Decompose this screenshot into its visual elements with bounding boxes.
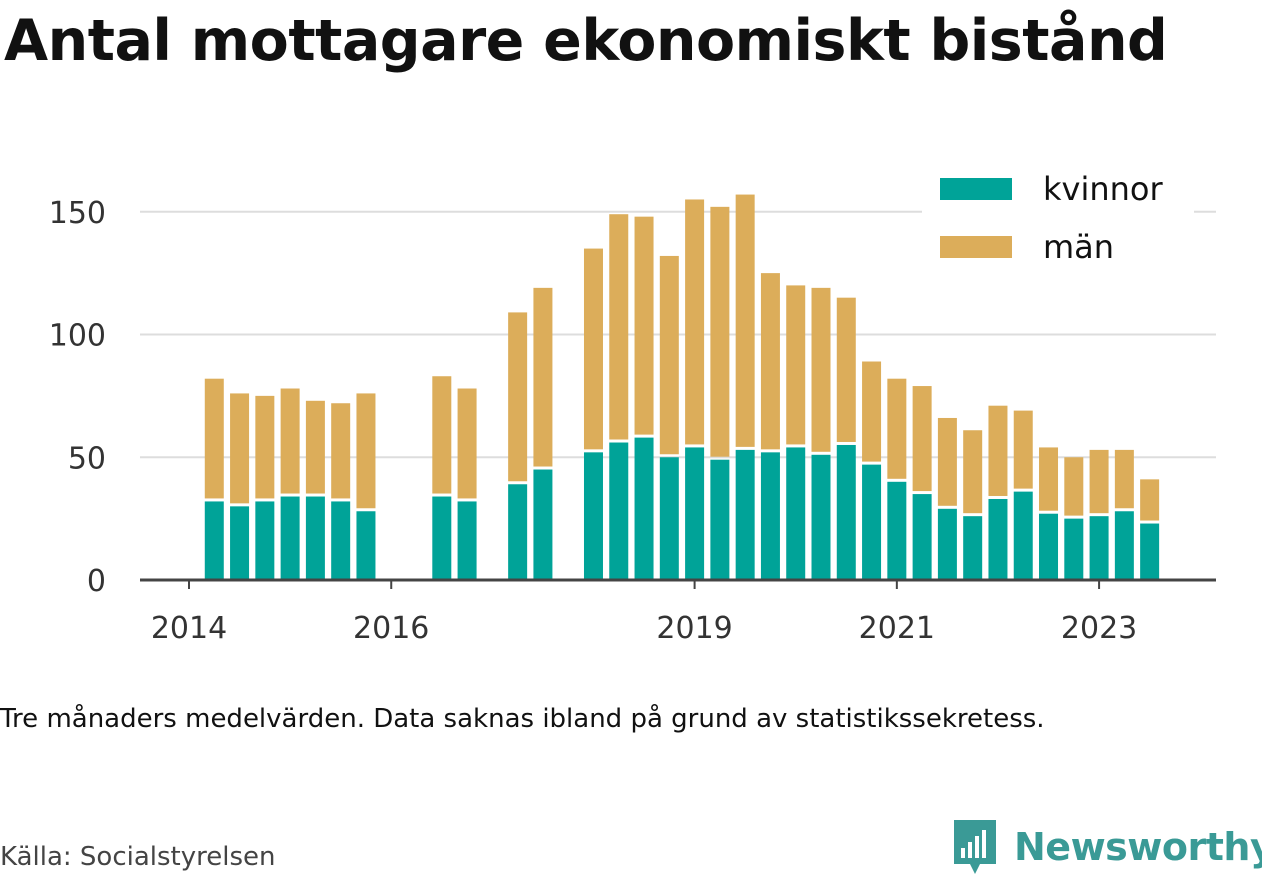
bar-kvinnor bbox=[912, 494, 932, 580]
bar-kvinnor bbox=[1039, 513, 1059, 580]
bar-kvinnor bbox=[685, 447, 705, 580]
bar-kvinnor bbox=[331, 501, 351, 580]
y-axis-ticks: 0 50 100 150 bbox=[49, 196, 106, 599]
legend-swatch-man bbox=[940, 236, 1012, 258]
chart-title: Antal mottagare ekonomiskt bistånd bbox=[4, 8, 1168, 74]
bar-kvinnor bbox=[609, 442, 629, 580]
bar-kvinnor bbox=[963, 516, 983, 580]
bar-kvinnor bbox=[887, 481, 907, 580]
bar-man bbox=[1013, 410, 1033, 489]
bar-kvinnor bbox=[634, 437, 654, 580]
bar-man bbox=[659, 255, 679, 455]
bar-man bbox=[836, 297, 856, 442]
bar-man bbox=[280, 388, 300, 494]
bar-man bbox=[887, 378, 907, 479]
bar-man bbox=[230, 393, 250, 504]
bar-man bbox=[988, 405, 1008, 496]
bar-kvinnor bbox=[1114, 511, 1134, 580]
y-tick-label: 100 bbox=[49, 319, 106, 354]
bar-kvinnor bbox=[988, 498, 1008, 580]
bar-kvinnor bbox=[862, 464, 882, 580]
bar-man bbox=[963, 430, 983, 514]
bar-man bbox=[583, 248, 603, 450]
bar-man bbox=[1114, 449, 1134, 509]
bar-man bbox=[760, 273, 780, 450]
bar-kvinnor bbox=[280, 496, 300, 580]
bar-kvinnor bbox=[230, 506, 250, 580]
bar-man bbox=[1039, 447, 1059, 511]
legend-label-man: män bbox=[1043, 228, 1114, 266]
bar-man bbox=[1064, 457, 1084, 516]
bar-kvinnor bbox=[811, 454, 831, 580]
bar-man bbox=[356, 393, 376, 509]
bar-man bbox=[331, 403, 351, 499]
bar-kvinnor bbox=[1013, 491, 1033, 580]
bar-man bbox=[432, 376, 452, 494]
bar-kvinnor bbox=[356, 511, 376, 580]
legend-swatch-kvinnor bbox=[940, 178, 1012, 200]
bar-kvinnor bbox=[457, 501, 477, 580]
bar-kvinnor bbox=[786, 447, 806, 580]
x-tick-label: 2019 bbox=[656, 611, 732, 646]
x-tick-label: 2014 bbox=[151, 611, 227, 646]
newsworthy-logo-icon bbox=[954, 820, 996, 874]
bar-man bbox=[786, 285, 806, 445]
bar-kvinnor bbox=[659, 457, 679, 580]
source-text: Källa: Socialstyrelsen bbox=[0, 842, 276, 872]
bar-man bbox=[508, 312, 528, 482]
bar-kvinnor bbox=[583, 452, 603, 580]
bar-man bbox=[305, 400, 325, 494]
x-tick-label: 2016 bbox=[353, 611, 429, 646]
bar-man bbox=[811, 287, 831, 452]
x-tick-label: 2021 bbox=[859, 611, 935, 646]
bar-kvinnor bbox=[255, 501, 275, 580]
y-tick-label: 50 bbox=[68, 441, 106, 476]
x-tick-label: 2023 bbox=[1061, 611, 1137, 646]
bar-kvinnor bbox=[204, 501, 224, 580]
bar-man bbox=[710, 206, 730, 457]
bar-kvinnor bbox=[1140, 523, 1160, 580]
brand: Newsworthy bbox=[950, 818, 1262, 876]
bar-kvinnor bbox=[508, 484, 528, 580]
bar-man bbox=[1140, 479, 1160, 521]
bar-man bbox=[457, 388, 477, 499]
bar-man bbox=[735, 194, 755, 447]
legend-label-kvinnor: kvinnor bbox=[1043, 170, 1164, 208]
bar-man bbox=[609, 214, 629, 440]
bar-kvinnor bbox=[937, 508, 957, 580]
chart-note: Tre månaders medelvärden. Data saknas ib… bbox=[0, 704, 1045, 734]
stacked-bar-chart: 0 50 100 150 2014 2016 2019 2021 2023 kvinnor mä… bbox=[49, 168, 1216, 646]
legend: kvinnor män bbox=[922, 168, 1194, 270]
bar-kvinnor bbox=[1064, 518, 1084, 580]
bar-kvinnor bbox=[735, 449, 755, 580]
brand-name: Newsworthy bbox=[1014, 825, 1262, 869]
y-tick-label: 0 bbox=[87, 564, 106, 599]
bar-kvinnor bbox=[1089, 516, 1109, 580]
bar-man bbox=[862, 361, 882, 462]
bar-man bbox=[685, 199, 705, 445]
bar-man bbox=[1089, 449, 1109, 514]
bar-kvinnor bbox=[760, 452, 780, 580]
bar-kvinnor bbox=[710, 459, 730, 580]
bar-kvinnor bbox=[305, 496, 325, 580]
bars bbox=[204, 194, 1160, 580]
bar-kvinnor bbox=[836, 444, 856, 580]
y-tick-label: 150 bbox=[49, 196, 106, 231]
x-axis-ticks: 2014 2016 2019 2021 2023 bbox=[151, 580, 1137, 646]
bar-man bbox=[937, 417, 957, 506]
bar-man bbox=[533, 287, 553, 467]
bar-man bbox=[204, 378, 224, 499]
bar-man bbox=[912, 386, 932, 492]
bar-man bbox=[634, 216, 654, 435]
bar-kvinnor bbox=[533, 469, 553, 580]
bar-kvinnor bbox=[432, 496, 452, 580]
bar-man bbox=[255, 395, 275, 499]
